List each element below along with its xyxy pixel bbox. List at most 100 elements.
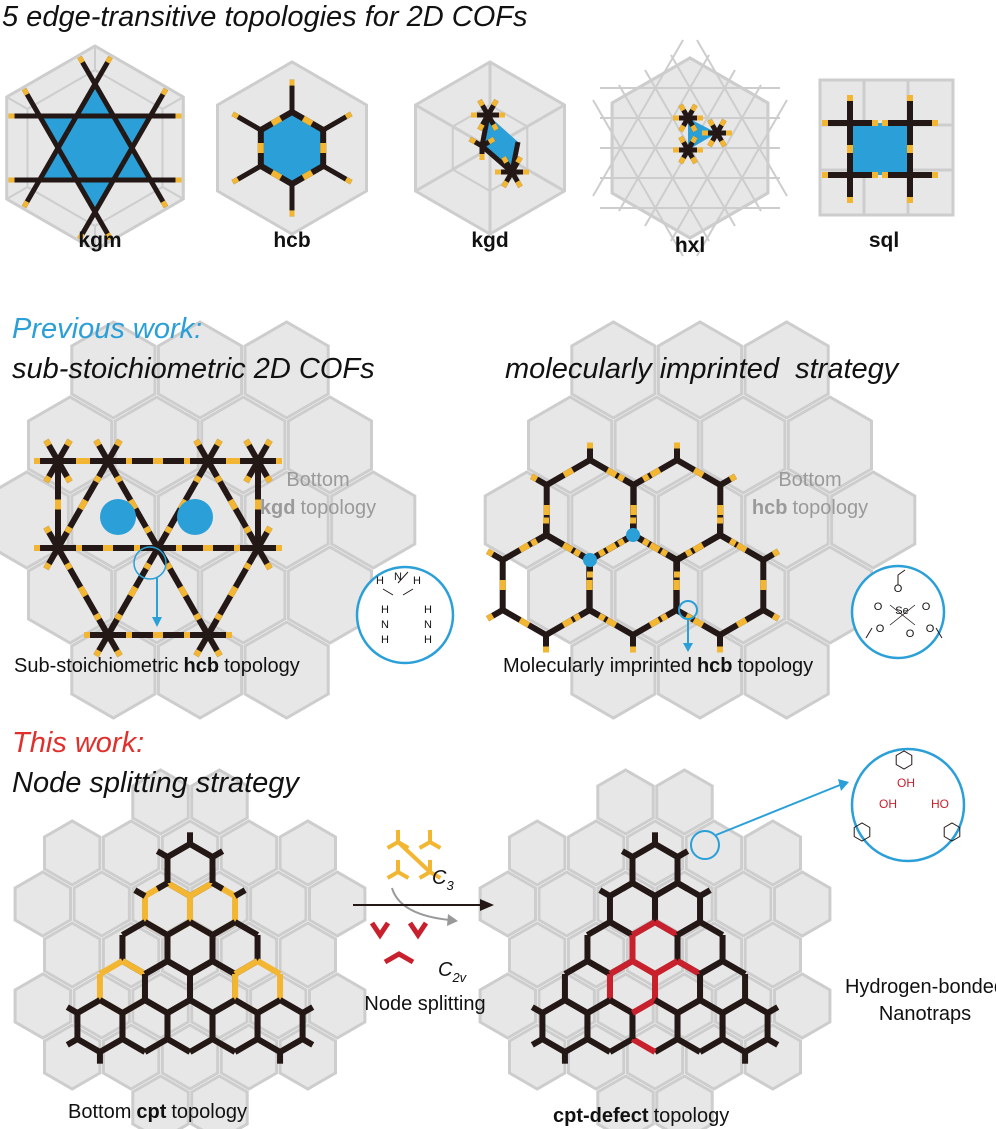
hexagon: [101, 819, 161, 887]
bond: [721, 958, 747, 977]
bond: [698, 919, 725, 938]
atom: O: [894, 583, 903, 595]
linker-mark: [692, 542, 705, 553]
bond: [165, 841, 192, 860]
split-node: [369, 921, 391, 940]
linker-mark: [597, 613, 606, 622]
node-arm: [396, 870, 410, 880]
hexagon: [570, 320, 657, 420]
linker-mark: [692, 467, 705, 478]
atom: N: [394, 571, 402, 583]
hexagon: [714, 870, 773, 938]
caption: Sub-stoichiometric hcb topology: [14, 655, 300, 677]
hexagon: [200, 545, 287, 645]
linker-mark: [660, 548, 669, 557]
bond: [98, 997, 124, 1016]
hexagon: [131, 1074, 190, 1129]
linker-mark: [214, 438, 223, 447]
tile-line: [670, 84, 762, 242]
bond: [211, 1036, 237, 1055]
linker-mark: [243, 525, 252, 534]
atom: O: [906, 628, 915, 640]
linker-mark: [93, 438, 102, 447]
linker-mark: [684, 548, 693, 557]
hexagon: [243, 620, 330, 720]
linker-mark: [114, 438, 123, 447]
bond: [120, 958, 147, 977]
hexagon: [786, 395, 873, 495]
linker-mark: [214, 612, 223, 621]
linker-mark: [605, 542, 618, 553]
linker-mark: [193, 475, 202, 484]
inset: [850, 747, 966, 863]
bond: [301, 1036, 315, 1048]
bond: [598, 887, 612, 899]
bond: [585, 1036, 612, 1055]
tile-line: [592, 39, 684, 197]
bond: [120, 1036, 147, 1055]
bond: [653, 958, 680, 977]
hexagon: [743, 320, 830, 420]
process-label: Node splitting: [364, 993, 485, 1015]
hexagon: [478, 870, 537, 938]
symmetry-label: C3: [432, 867, 454, 893]
linker-mark: [231, 111, 240, 119]
bond: [676, 880, 690, 892]
topology-label: kgm: [78, 229, 121, 252]
topology-name: kgd: [260, 497, 296, 519]
hexagon: [0, 470, 70, 570]
linker-mark: [648, 542, 661, 553]
hexagon: [156, 620, 244, 720]
bond: [120, 919, 147, 938]
linker-mark: [105, 55, 113, 64]
bond: [676, 958, 702, 977]
atom: O: [922, 601, 931, 613]
structure-line: [889, 604, 916, 626]
functional-group: OH: [897, 776, 915, 790]
hexagon: [27, 545, 114, 645]
linker-mark: [692, 617, 705, 628]
node-arm: [428, 870, 442, 880]
bond: [698, 887, 712, 899]
caption-bold: hcb: [697, 655, 733, 677]
bond: [143, 1036, 169, 1055]
linker-mark: [719, 118, 727, 127]
bond: [698, 997, 725, 1016]
caption-text: topology: [654, 1105, 730, 1127]
hexagon: [625, 1023, 685, 1091]
hexagon: [853, 822, 871, 842]
linker-mark: [518, 617, 531, 628]
bond: [301, 1004, 315, 1016]
linker-mark: [231, 177, 240, 185]
hexagon: [773, 870, 832, 938]
linker-mark: [641, 538, 650, 547]
bond: [65, 1036, 79, 1048]
section-title: sub-stoichiometric 2D COFs: [12, 353, 375, 385]
linker-mark: [264, 562, 273, 571]
atom: O: [876, 623, 885, 635]
tile-line: [618, 54, 710, 212]
functional-group: HO: [931, 797, 949, 811]
linker-mark: [344, 177, 353, 185]
structure-line: [402, 588, 414, 596]
hexagon: [70, 320, 157, 420]
bond: [630, 958, 657, 977]
caption-text: topology: [224, 655, 300, 677]
hexagon: [330, 470, 417, 570]
linker-mark: [264, 438, 273, 447]
linker-mark: [64, 475, 73, 484]
linker-mark: [214, 475, 223, 484]
linker-mark: [164, 562, 173, 571]
inset-label: Hydrogen-bonded: [845, 976, 996, 998]
hexagon: [773, 972, 832, 1040]
bond: [188, 1036, 215, 1055]
hexagon: [566, 1023, 626, 1091]
hexagon: [43, 1023, 102, 1091]
caption: cpt-defect topology: [553, 1105, 729, 1127]
section-title: molecularly imprinted strategy: [505, 353, 900, 385]
atom: H: [381, 634, 389, 646]
shapes: [0, 39, 966, 1129]
bond: [698, 1036, 725, 1055]
bond: [77, 162, 125, 241]
